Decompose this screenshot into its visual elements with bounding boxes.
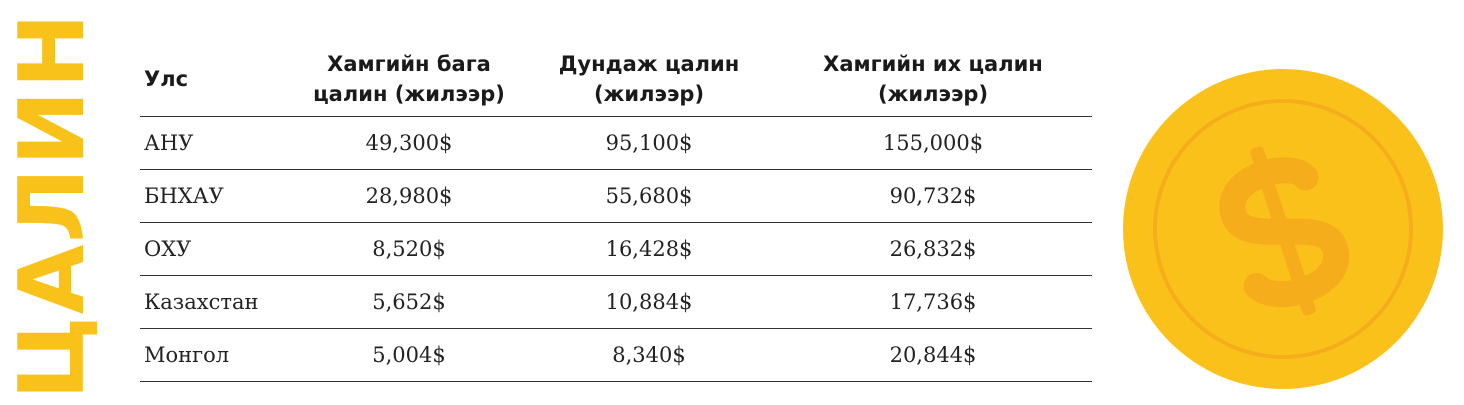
cell-min-salary: 49,300$ xyxy=(294,116,524,170)
cell-avg-salary: 10,884$ xyxy=(524,275,774,329)
dollar-coin-icon xyxy=(1123,69,1443,389)
table-row: Казахстан 5,652$ 10,884$ 17,736$ xyxy=(140,275,1092,329)
cell-min-salary: 8,520$ xyxy=(294,222,524,276)
cell-country: ОХУ xyxy=(140,222,294,276)
dollar-sign xyxy=(1219,146,1350,316)
cell-max-salary: 26,832$ xyxy=(774,222,1092,276)
side-title-text: ЦАЛИН xyxy=(0,10,105,400)
cell-min-salary: 5,004$ xyxy=(294,328,524,382)
header-min-salary: Хамгийн бага цалин (жилээр) xyxy=(294,42,524,117)
cell-avg-salary: 8,340$ xyxy=(524,328,774,382)
header-avg-salary: Дундаж цалин (жилээр) xyxy=(524,42,774,117)
cell-country: Казахстан xyxy=(140,275,294,329)
cell-avg-salary: 55,680$ xyxy=(524,169,774,223)
cell-country: Монгол xyxy=(140,328,294,382)
cell-country: БНХАУ xyxy=(140,169,294,223)
cell-min-salary: 5,652$ xyxy=(294,275,524,329)
header-country: Улс xyxy=(140,42,294,117)
cell-max-salary: 90,732$ xyxy=(774,169,1092,223)
cell-avg-salary: 16,428$ xyxy=(524,222,774,276)
cell-avg-salary: 95,100$ xyxy=(524,116,774,170)
salary-table: Улс Хамгийн бага цалин (жилээр) Дундаж ц… xyxy=(140,42,1092,382)
table-row: ОХУ 8,520$ 16,428$ 26,832$ xyxy=(140,222,1092,276)
cell-country: АНУ xyxy=(140,116,294,170)
header-max-salary: Хамгийн их цалин (жилээр) xyxy=(774,42,1092,117)
cell-min-salary: 28,980$ xyxy=(294,169,524,223)
cell-max-salary: 20,844$ xyxy=(774,328,1092,382)
table-row: АНУ 49,300$ 95,100$ 155,000$ xyxy=(140,116,1092,170)
table-row: Монгол 5,004$ 8,340$ 20,844$ xyxy=(140,328,1092,382)
coin-rim xyxy=(1153,99,1413,359)
table-header-row: Улс Хамгийн бага цалин (жилээр) Дундаж ц… xyxy=(140,42,1092,117)
side-title: ЦАЛИН xyxy=(0,11,105,400)
table-row: БНХАУ 28,980$ 55,680$ 90,732$ xyxy=(140,169,1092,223)
cell-max-salary: 17,736$ xyxy=(774,275,1092,329)
cell-max-salary: 155,000$ xyxy=(774,116,1092,170)
